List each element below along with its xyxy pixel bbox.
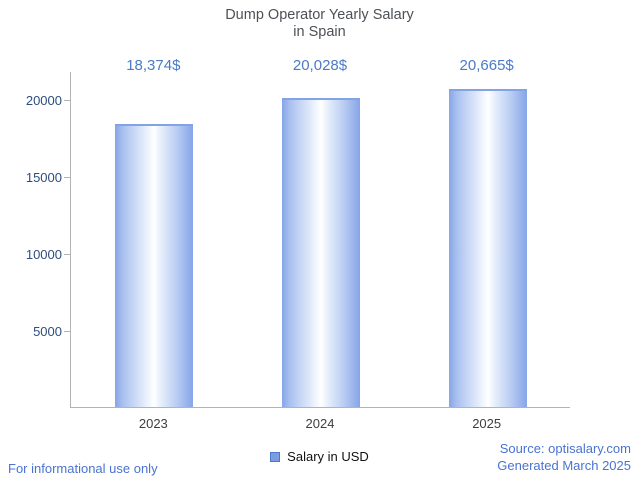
source-text[interactable]: Source: optisalary.com <box>499 441 631 456</box>
generated-text: Generated March 2025 <box>497 458 631 473</box>
bar-value-label: 20,028$ <box>292 57 348 74</box>
source-block: Source: optisalary.com Generated March 2… <box>497 440 631 474</box>
x-axis-tick-label: 2024 <box>305 416 335 431</box>
legend-marker-icon <box>270 451 281 462</box>
bar-value-label: 20,665$ <box>459 57 514 74</box>
y-axis-tick-label: 10000 <box>25 246 62 262</box>
bar-value-label: 18,374$ <box>126 57 181 74</box>
x-axis-tick-label: 2023 <box>138 416 168 431</box>
salary-bar[interactable] <box>448 88 527 407</box>
chart-title: Dump Operator Yearly Salary in Spain <box>0 7 639 41</box>
legend-label: Salary in USD <box>287 449 369 464</box>
salary-bar[interactable] <box>282 98 360 407</box>
y-axis-tick-label: 20000 <box>25 92 62 108</box>
y-axis-tick <box>64 176 71 178</box>
chart-legend: Salary in USD <box>0 449 639 464</box>
y-axis-tick <box>64 99 71 101</box>
chart-title-line-1: Dump Operator Yearly Salary <box>225 7 414 23</box>
y-axis-tick <box>64 253 71 255</box>
y-axis-tick-label: 5000 <box>33 323 62 339</box>
disclaimer-text: For informational use only <box>8 461 158 476</box>
chart-title-line-2: in Spain <box>293 24 346 40</box>
y-axis-tick-label: 15000 <box>25 169 62 185</box>
y-axis-tick <box>64 330 71 332</box>
x-axis-tick-label: 2025 <box>472 416 502 431</box>
plot-area <box>64 72 570 408</box>
salary-bar[interactable] <box>115 123 194 407</box>
